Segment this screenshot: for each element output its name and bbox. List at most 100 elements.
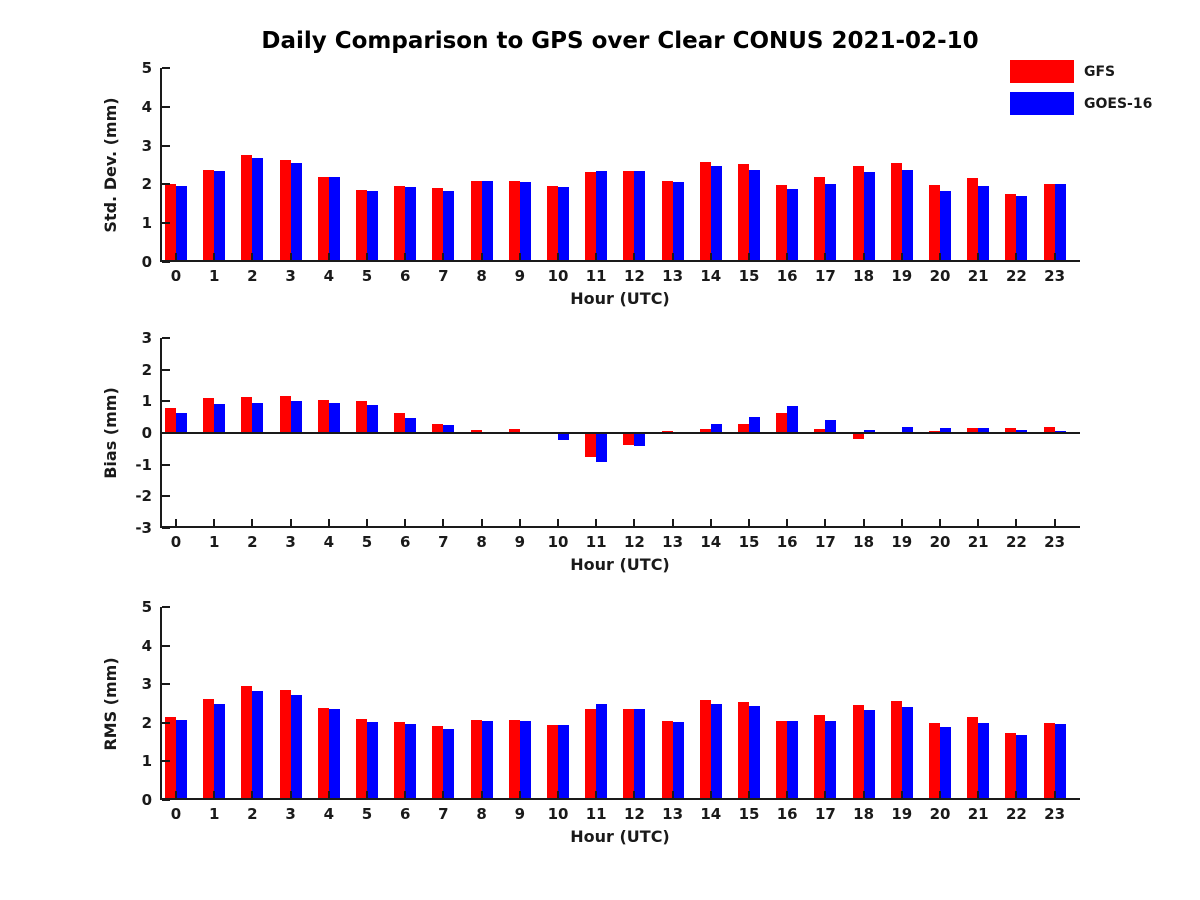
x-tick [748, 253, 750, 260]
x-tick [289, 791, 292, 798]
x-tick [595, 519, 598, 526]
bar-gfs [317, 177, 329, 262]
x-tick-label: 4 [323, 805, 335, 823]
bar-goes-16 [978, 185, 990, 262]
legend-item-goes16: GOES-16 [1010, 92, 1152, 115]
bar-gfs [432, 725, 444, 800]
y-tick-label: 3 [141, 675, 152, 694]
bar-goes-16 [558, 187, 569, 262]
bar-goes-16 [214, 703, 226, 800]
x-tick-label: 19 [891, 533, 913, 551]
bar-gfs [967, 716, 979, 800]
y-tick-label: 5 [141, 59, 152, 77]
x-tick-label: 22 [1005, 533, 1027, 551]
chart-title: Daily Comparison to GPS over Clear CONUS… [261, 28, 979, 54]
x-tick-label: 13 [662, 805, 684, 823]
y-tick-label: 0 [141, 791, 152, 809]
bar-gfs [585, 433, 597, 458]
bar-goes-16 [634, 171, 646, 262]
bar-gfs [585, 172, 597, 262]
bar-goes-16 [596, 704, 608, 800]
x-tick [480, 791, 483, 798]
y-tick [162, 527, 170, 529]
x-tick [786, 519, 789, 526]
x-tick [1015, 519, 1018, 526]
x-tick [327, 791, 330, 798]
y-tick [162, 144, 170, 147]
x-tick [862, 791, 865, 798]
bar-gfs [203, 398, 215, 433]
x-tick-label: 12 [623, 267, 645, 285]
bar-gfs [547, 724, 558, 800]
bar-goes-16 [558, 724, 569, 800]
bar-gfs [356, 400, 367, 433]
x-tick [213, 519, 216, 526]
rms-plot-area: 0 1 2 3 4 5 0 1 2 3 4 5 6 7 8 9 10 11 12 13 14 15 16 17 18 19 20 21… [142, 598, 1080, 823]
x-tick-label: 19 [891, 805, 913, 823]
bar-goes-16 [176, 185, 187, 262]
y-tick-label: 0 [141, 253, 152, 271]
bar-goes-16 [940, 190, 951, 262]
bar-goes-16 [481, 181, 493, 262]
x-tick-label: 6 [399, 805, 411, 823]
x-tick [939, 253, 941, 260]
bar-goes-16 [596, 171, 608, 262]
x-tick-label: 6 [399, 267, 411, 285]
bar-goes-16 [749, 416, 760, 433]
x-tick [939, 519, 941, 526]
bar-gfs [508, 720, 520, 800]
y-tick-label: 0 [141, 424, 152, 442]
bar-goes-16 [443, 425, 455, 433]
y-axis-spine [160, 607, 162, 800]
bar-gfs [470, 430, 482, 433]
y-tick-label: 2 [141, 713, 152, 732]
x-tick-label: 7 [438, 805, 449, 823]
bar-gfs [1043, 184, 1055, 262]
bar-goes-16 [978, 722, 990, 800]
bar-gfs [165, 184, 176, 262]
bar-gfs [852, 705, 864, 800]
x-tick [595, 791, 598, 798]
bar-gfs [1043, 723, 1055, 800]
bar-gfs [203, 169, 215, 262]
x-tick [175, 791, 177, 798]
x-tick-label: 23 [1044, 267, 1066, 285]
y-tick [162, 67, 170, 69]
x-tick-label: 23 [1044, 805, 1066, 823]
x-tick-label: 4 [323, 533, 335, 551]
x-tick [404, 253, 407, 260]
x-tick-label: 11 [585, 533, 607, 551]
bar-gfs [814, 715, 826, 800]
x-axis-spine [160, 798, 1080, 800]
x-tick-label: 5 [361, 533, 373, 551]
x-tick-label: 7 [438, 533, 449, 551]
bar-gfs [776, 720, 788, 800]
bar-goes-16 [558, 433, 569, 441]
bar-goes-16 [290, 695, 302, 800]
y-tick-label: 3 [141, 136, 152, 155]
bar-goes-16 [787, 720, 799, 800]
x-tick-label: 14 [700, 267, 722, 285]
rms-y-axis-label: RMS (mm) [101, 656, 120, 751]
rms-panel: RMS (mm) 0 1 2 3 4 5 0 1 2 3 4 5 6 7 8 9 10 11 12 13 14 15 16 1… [101, 598, 1080, 846]
x-tick [366, 253, 368, 260]
x-tick-label: 18 [853, 267, 875, 285]
bar-gfs [394, 721, 406, 800]
bar-goes-16 [328, 708, 340, 800]
bar-goes-16 [405, 417, 417, 433]
x-tick [251, 253, 254, 260]
bar-goes-16 [825, 419, 837, 433]
bar-goes-16 [328, 177, 340, 262]
bar-gfs [814, 429, 826, 433]
x-tick [1015, 791, 1018, 798]
bar-gfs [738, 423, 749, 433]
bar-gfs [1005, 193, 1017, 262]
bar-goes-16 [214, 171, 226, 262]
legend-item-gfs: GFS [1010, 60, 1152, 83]
bar-goes-16 [214, 403, 226, 433]
x-tick-label: 11 [585, 805, 607, 823]
x-tick [824, 791, 827, 798]
bar-gfs [967, 178, 979, 262]
x-tick [709, 253, 712, 260]
x-tick-label: 18 [853, 805, 875, 823]
